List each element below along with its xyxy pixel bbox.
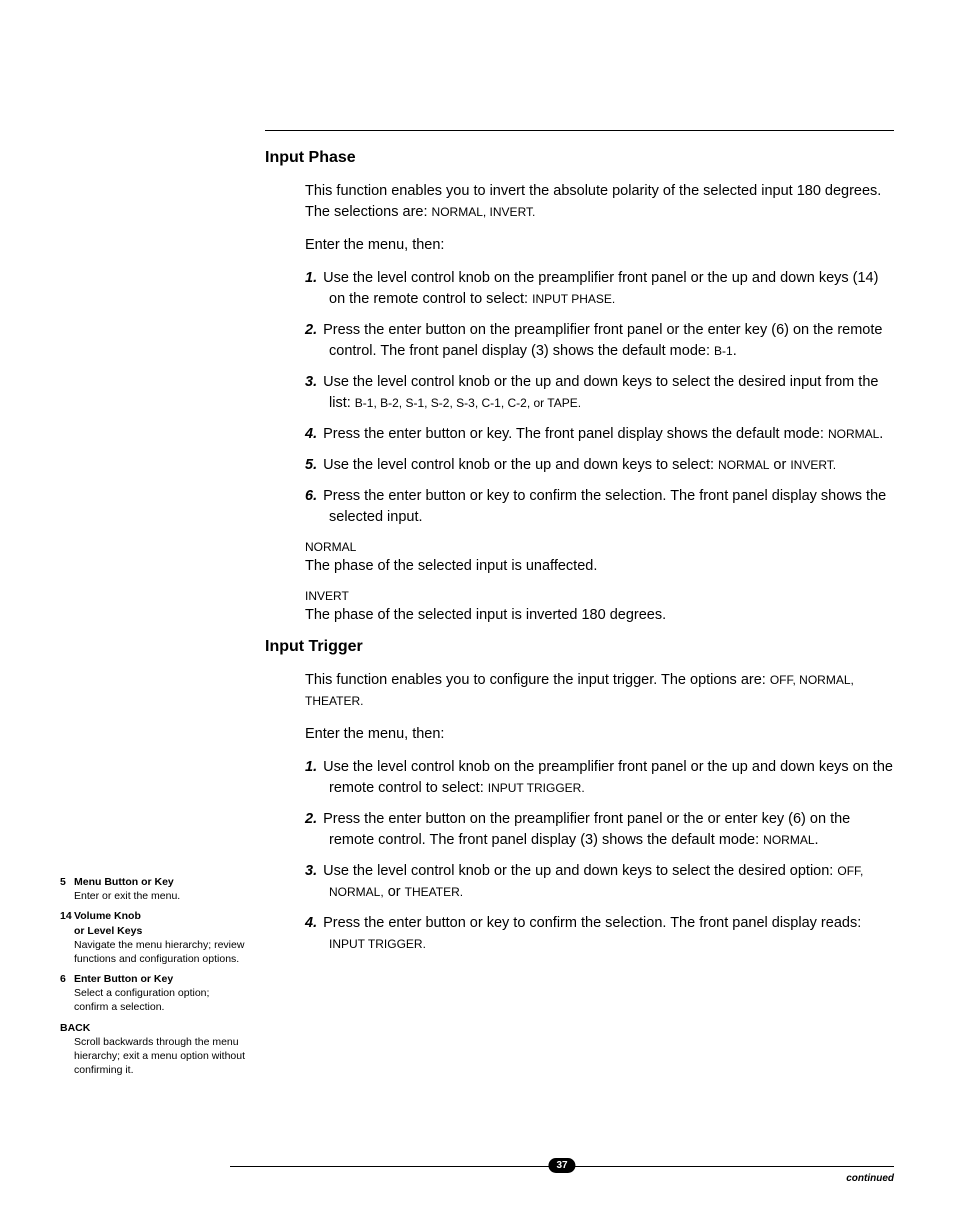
sub-option-text: The phase of the selected input is inver… [305, 605, 894, 626]
step-item: 6.Press the enter button or key to confi… [305, 486, 894, 528]
step-item: 1.Use the level control knob on the prea… [305, 268, 894, 310]
step-item: 4.Press the enter button or key to confi… [305, 913, 894, 955]
top-rule [265, 130, 894, 131]
sidebar-entry-label: 6Enter Button or Key [60, 972, 245, 986]
sidebar-entry: 14Volume Knobor Level KeysNavigate the m… [60, 909, 245, 966]
sidebar-entry-desc: Navigate the menu hierarchy; review func… [74, 938, 245, 966]
step-list: 1.Use the level control knob on the prea… [305, 757, 894, 955]
sub-option-label: NORMAL [305, 540, 894, 554]
sidebar-entry: 6Enter Button or KeySelect a configurati… [60, 972, 245, 1015]
body-paragraph: This function enables you to configure t… [305, 670, 894, 712]
step-item: 3.Use the level control knob or the up a… [305, 372, 894, 414]
body-paragraph: Enter the menu, then: [305, 235, 894, 256]
sidebar-entry-desc: Scroll backwards through the menu hierar… [74, 1035, 245, 1078]
page-number-badge: 37 [548, 1158, 575, 1173]
section-heading: Input Trigger [265, 638, 894, 656]
step-item: 4.Press the enter button or key. The fro… [305, 424, 894, 445]
sidebar-entry: BACKScroll backwards through the menu hi… [60, 1021, 245, 1078]
sidebar-entry: 5Menu Button or KeyEnter or exit the men… [60, 875, 245, 903]
sidebar-entry-desc: Select a configuration option; confirm a… [74, 986, 245, 1014]
sidebar-entry-label: 14Volume Knobor Level Keys [60, 909, 245, 937]
section-heading: Input Phase [265, 149, 894, 167]
sidebar-entry-label: BACK [60, 1021, 245, 1035]
step-item: 3.Use the level control knob or the up a… [305, 861, 894, 903]
step-item: 1.Use the level control knob on the prea… [305, 757, 894, 799]
body-paragraph: Enter the menu, then: [305, 724, 894, 745]
sidebar-entry-label: 5Menu Button or Key [60, 875, 245, 889]
sidebar: 5Menu Button or KeyEnter or exit the men… [60, 875, 245, 1083]
footer: 37 continued [60, 1166, 894, 1167]
sidebar-entry-desc: Enter or exit the menu. [74, 889, 245, 903]
sub-option-text: The phase of the selected input is unaff… [305, 556, 894, 577]
continued-label: continued [846, 1173, 894, 1184]
sub-option-label: INVERT [305, 589, 894, 603]
step-item: 5.Use the level control knob or the up a… [305, 455, 894, 476]
body-paragraph: This function enables you to invert the … [305, 181, 894, 223]
step-item: 2.Press the enter button on the preampli… [305, 320, 894, 362]
step-item: 2.Press the enter button on the preampli… [305, 809, 894, 851]
step-list: 1.Use the level control knob on the prea… [305, 268, 894, 528]
